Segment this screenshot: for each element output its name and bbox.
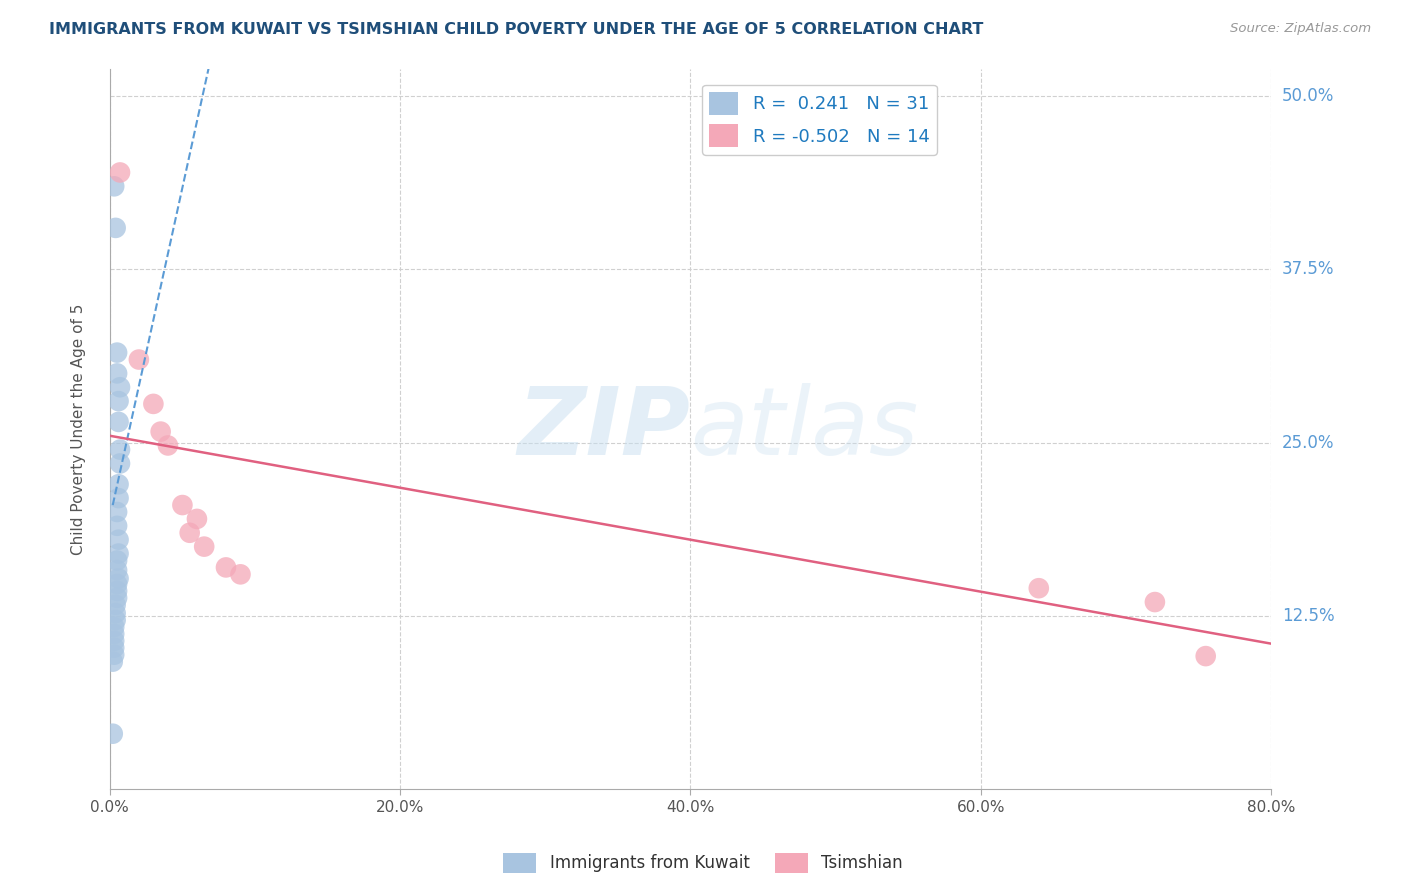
Point: [103, 620, 125, 634]
Point: [108, 457, 131, 471]
Point: [104, 606, 127, 620]
Point: [1028, 581, 1050, 595]
Point: [101, 727, 124, 741]
Point: [105, 367, 128, 381]
Point: [107, 491, 129, 505]
Point: [105, 345, 128, 359]
Point: [104, 220, 127, 235]
Text: IMMIGRANTS FROM KUWAIT VS TSIMSHIAN CHILD POVERTY UNDER THE AGE OF 5 CORRELATION: IMMIGRANTS FROM KUWAIT VS TSIMSHIAN CHIL…: [49, 22, 984, 37]
Point: [103, 648, 125, 662]
Point: [1143, 595, 1166, 609]
Text: 25.0%: 25.0%: [1282, 434, 1334, 451]
Text: ZIP: ZIP: [517, 383, 690, 475]
Text: atlas: atlas: [690, 384, 918, 475]
Text: 37.5%: 37.5%: [1282, 260, 1334, 278]
Point: [128, 352, 150, 367]
Point: [108, 442, 131, 457]
Point: [107, 394, 129, 409]
Point: [104, 598, 127, 612]
Point: [108, 380, 131, 394]
Point: [105, 553, 128, 567]
Point: [103, 640, 125, 655]
Point: [229, 567, 252, 582]
Point: [107, 533, 129, 547]
Legend: Immigrants from Kuwait, Tsimshian: Immigrants from Kuwait, Tsimshian: [496, 847, 910, 880]
Point: [107, 547, 129, 561]
Point: [105, 577, 128, 591]
Point: [215, 560, 238, 574]
Legend: R =  0.241   N = 31, R = -0.502   N = 14: R = 0.241 N = 31, R = -0.502 N = 14: [702, 85, 936, 154]
Point: [103, 179, 125, 194]
Point: [103, 633, 125, 648]
Y-axis label: Child Poverty Under the Age of 5: Child Poverty Under the Age of 5: [72, 303, 86, 555]
Point: [142, 397, 165, 411]
Point: [179, 525, 201, 540]
Point: [172, 498, 194, 512]
Point: [186, 512, 208, 526]
Point: [105, 584, 128, 599]
Point: [104, 613, 127, 627]
Point: [101, 655, 124, 669]
Point: [1195, 649, 1218, 664]
Point: [156, 438, 179, 452]
Text: 12.5%: 12.5%: [1282, 607, 1334, 625]
Point: [149, 425, 172, 439]
Point: [107, 415, 129, 429]
Point: [107, 477, 129, 491]
Point: [105, 591, 128, 605]
Text: Source: ZipAtlas.com: Source: ZipAtlas.com: [1230, 22, 1371, 36]
Point: [193, 540, 215, 554]
Point: [105, 519, 128, 533]
Point: [108, 165, 131, 179]
Point: [107, 572, 129, 586]
Point: [103, 627, 125, 641]
Point: [105, 563, 128, 577]
Text: 50.0%: 50.0%: [1282, 87, 1334, 105]
Point: [105, 505, 128, 519]
